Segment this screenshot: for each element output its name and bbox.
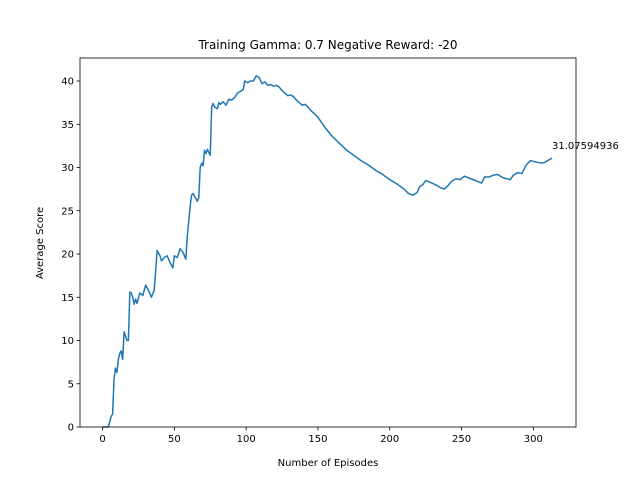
y-tick-label: 0 (68, 423, 74, 434)
y-tick-label: 10 (61, 336, 74, 347)
annotation: 31.07594936 (552, 141, 619, 152)
chart-title: Training Gamma: 0.7 Negative Reward: -20 (197, 38, 457, 52)
y-tick-label: 35 (61, 120, 74, 131)
y-axis-label: Average Score (35, 207, 46, 279)
y-tick-label: 20 (61, 250, 74, 261)
line-series (102, 75, 553, 428)
x-tick-label: 250 (452, 434, 471, 445)
y-tick-label: 40 (61, 77, 74, 88)
x-tick-label: 200 (380, 434, 399, 445)
y-tick-label: 25 (61, 206, 74, 217)
y-tick-label: 5 (68, 379, 74, 390)
x-tick-label: 100 (237, 434, 256, 445)
x-tick-label: 150 (308, 434, 327, 445)
x-axis-label: Number of Episodes (278, 458, 379, 469)
x-tick-label: 0 (99, 434, 105, 445)
x-tick-label: 50 (168, 434, 181, 445)
y-tick-label: 30 (61, 163, 74, 174)
x-tick-label: 300 (524, 434, 543, 445)
y-tick-label: 15 (61, 293, 74, 304)
axes-frame (79, 57, 577, 428)
